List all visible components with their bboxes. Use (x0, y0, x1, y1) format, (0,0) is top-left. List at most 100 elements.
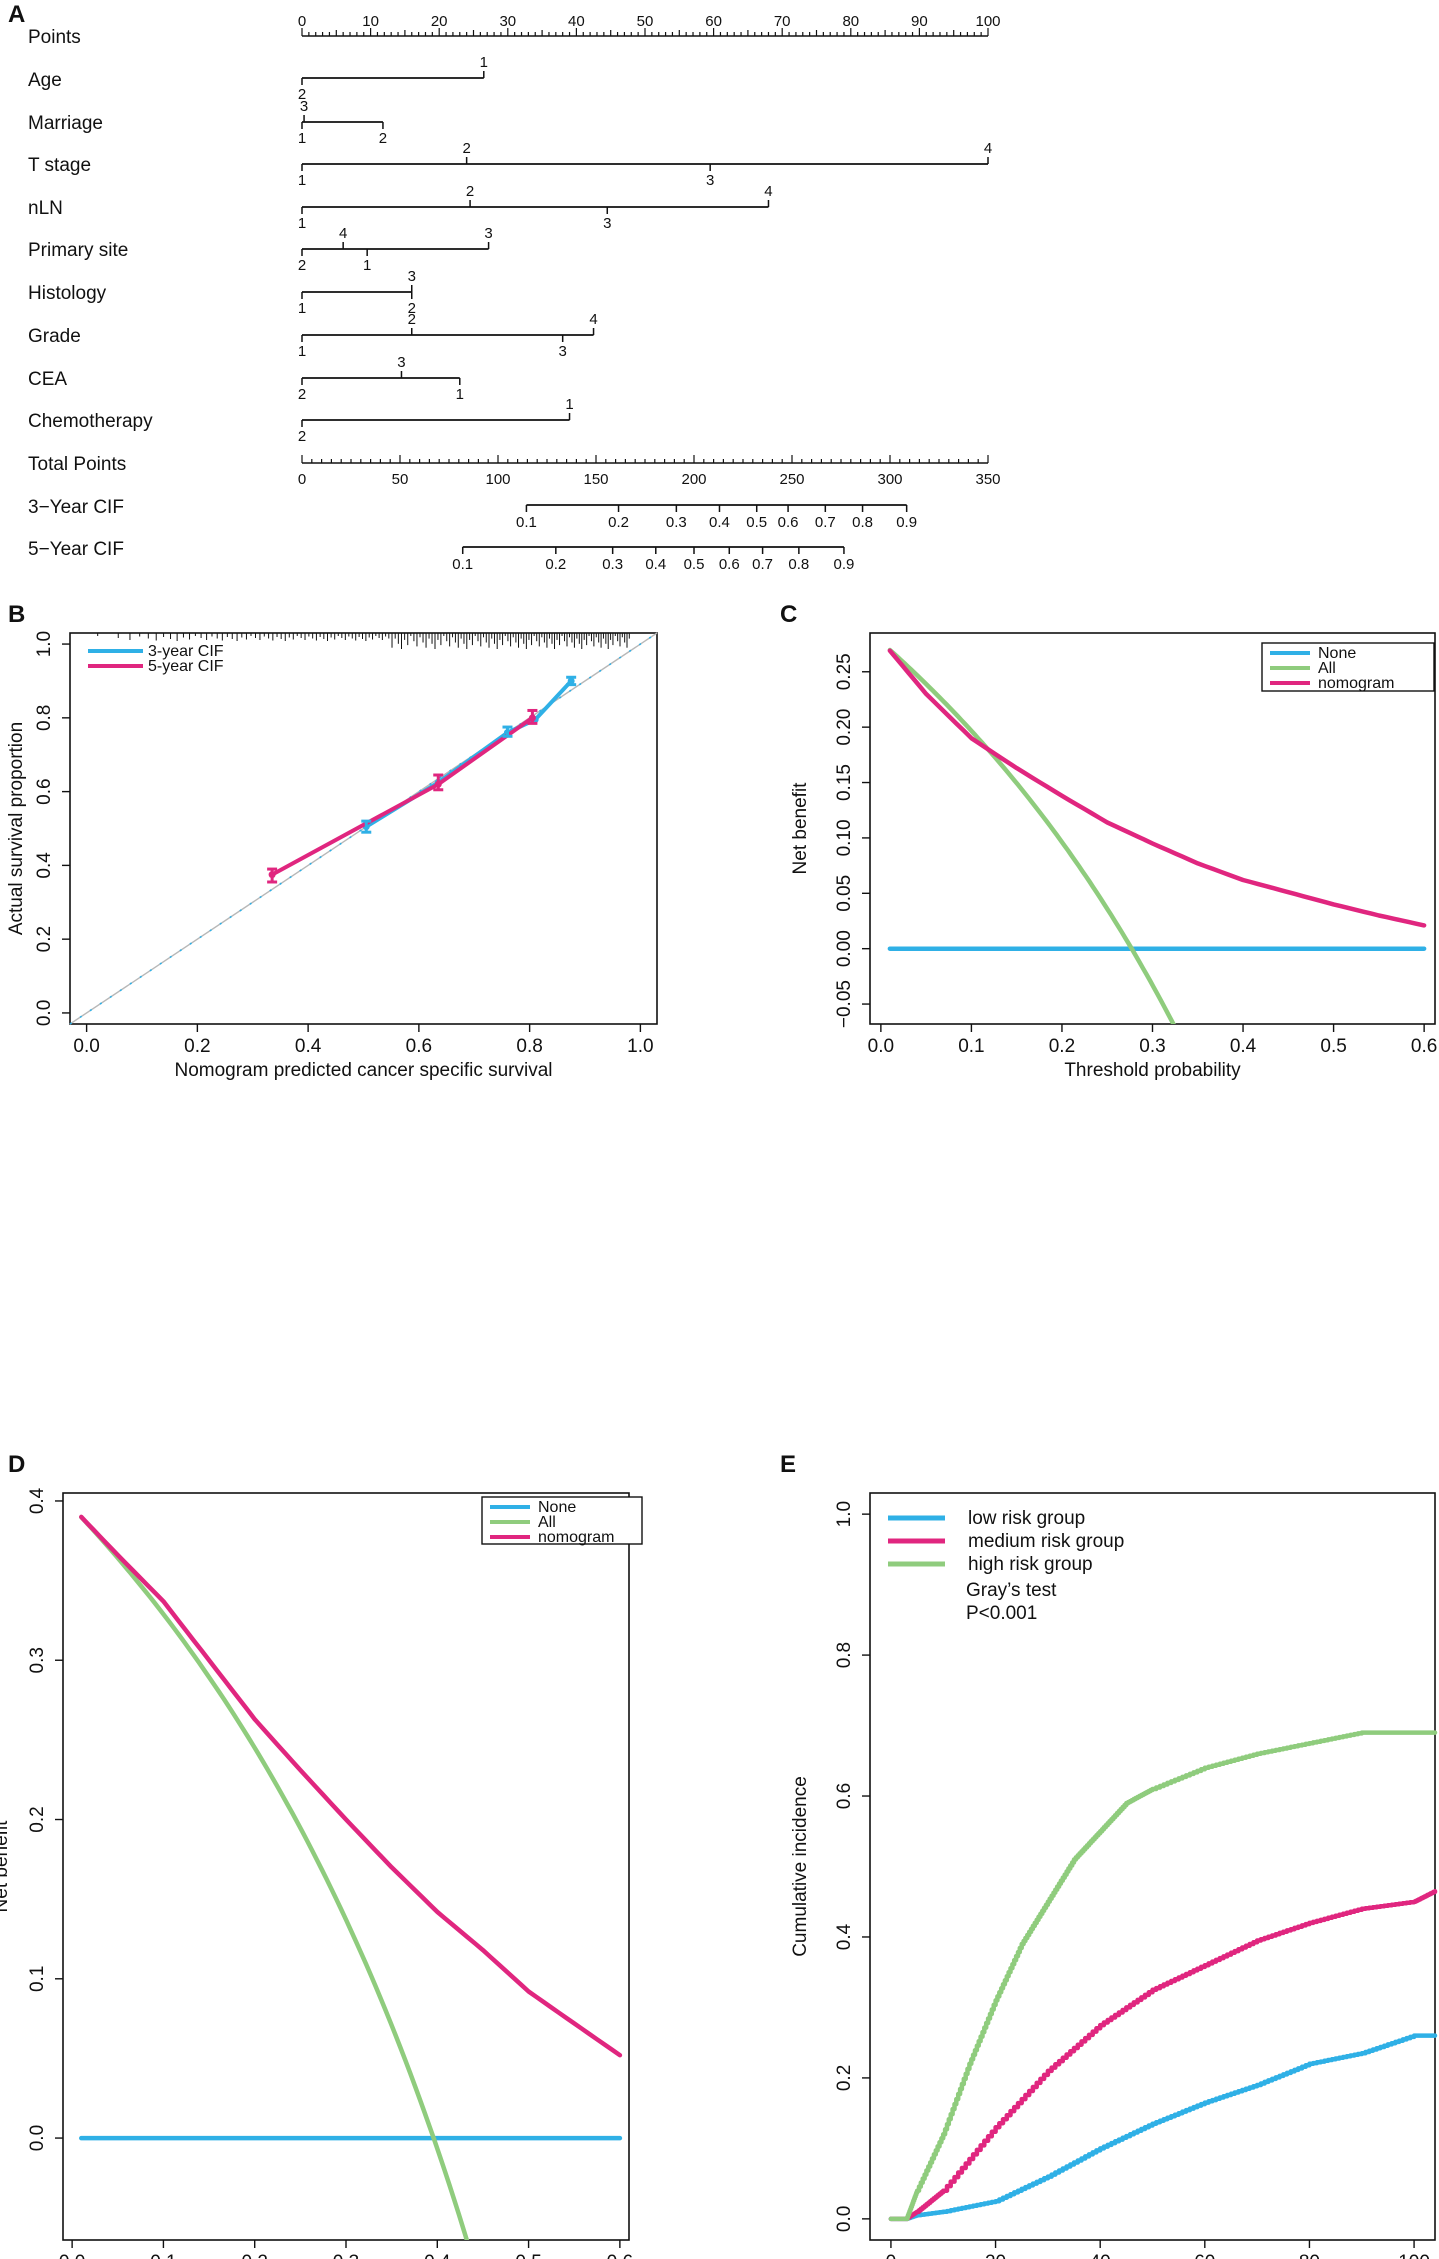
factor-level-label: 2 (379, 130, 387, 147)
y-tick-label: 0.6 (834, 1783, 855, 1809)
row-label-5-year-cif: 5−Year CIF (28, 539, 124, 560)
scale-tick-label: 350 (975, 471, 1000, 488)
panel-label-c: C (780, 601, 797, 628)
factor-level-label: 2 (408, 311, 416, 328)
factor-level-label: 3 (559, 343, 567, 360)
y-axis-title: Net benefit (790, 782, 811, 875)
factor-level-label: 1 (480, 54, 488, 71)
scale-tick-label: 300 (877, 471, 902, 488)
panel-e-cumulative-incidence: E0204060801000.00.20.40.60.81.0Follow up… (780, 1451, 1438, 2259)
prob-tick-label: 0.7 (752, 556, 773, 573)
factor-level-label: 1 (298, 215, 306, 232)
panel-label-d: D (8, 1451, 25, 1478)
prob-tick-label: 0.2 (545, 556, 566, 573)
legend-entry-nomogram: nomogram (538, 1529, 614, 1546)
legend-entry-nomogram: nomogram (1318, 675, 1394, 692)
prob-tick-label: 0.4 (645, 556, 666, 573)
prob-tick-label: 0.3 (666, 514, 687, 531)
y-tick-label: 0.8 (834, 1642, 855, 1668)
factor-level-label: 1 (456, 386, 464, 403)
factor-level-label: 4 (589, 311, 597, 328)
y-tick-label: 0.2 (27, 1806, 48, 1832)
legend-entry-none: None (1318, 645, 1356, 662)
x-tick-label: 0.6 (1411, 1036, 1437, 1057)
factor-level-label: 1 (298, 300, 306, 317)
factor-level-label: 2 (298, 86, 306, 103)
row-label-grade: Grade (28, 326, 81, 347)
x-tick-label: 0.4 (424, 2252, 451, 2259)
x-tick-label: 0.6 (406, 1036, 432, 1057)
scale-tick-label: 100 (975, 13, 1000, 30)
panel-b-calibration-plot: B 0.0 0.2 0.4 0.6 0.8 1.0 0.0 0.2 0.4 0.6 0.8 1.0 Nom… (6, 601, 658, 1081)
x-tick-label: 0.2 (241, 2252, 267, 2259)
factor-level-label: 3 (397, 354, 405, 371)
x-tick-label: 0.5 (515, 2252, 541, 2259)
prob-tick-label: 0.6 (719, 556, 740, 573)
factor-level-label: 3 (603, 215, 611, 232)
row-label-cea: CEA (28, 369, 67, 390)
scale-tick-label: 100 (485, 471, 510, 488)
scale-tick-label: 90 (911, 13, 928, 30)
x-tick-label: 0.3 (333, 2252, 359, 2259)
row-label-nln: nLN (28, 198, 63, 219)
prob-tick-label: 0.5 (684, 556, 705, 573)
scale-tick-label: 70 (774, 13, 791, 30)
scale-tick-label: 30 (499, 13, 516, 30)
y-tick-label: 0.0 (834, 2206, 855, 2232)
row-label-total-points: Total Points (28, 454, 126, 475)
factor-level-label: 4 (764, 183, 772, 200)
factor-level-label: 4 (984, 140, 992, 157)
factor-level-label: 2 (298, 386, 306, 403)
x-axis-title: Threshold probability (1064, 1060, 1241, 1081)
annotation-test-name: Gray’s test (966, 1580, 1057, 1601)
y-tick-label: 0.10 (834, 819, 855, 856)
prob-tick-label: 0.8 (788, 556, 809, 573)
plot-frame (869, 1492, 1436, 2241)
y-tick-label: 1.0 (34, 631, 55, 657)
factor-level-label: 4 (339, 225, 347, 242)
x-tick-label: 0.3 (1139, 1036, 1165, 1057)
y-tick-label: 0.8 (34, 705, 55, 731)
x-tick-label: 0.0 (59, 2252, 85, 2259)
y-tick-label: −0.05 (834, 980, 855, 1028)
x-tick-label: 20 (985, 2252, 1006, 2259)
panel-c-decision-curve: C 0.0 0.1 0.2 0.3 0.4 0.5 0.6 −0.05 0.00 0.05 0.10 0… (780, 601, 1437, 1081)
plot-frame (69, 632, 658, 1025)
scale-tick-label: 50 (392, 471, 409, 488)
factor-level-label: 2 (298, 428, 306, 445)
x-tick-label: 0.4 (1230, 1036, 1257, 1057)
panel-label-e: E (780, 1451, 796, 1478)
y-axis-title: Actual survival proportion (6, 722, 27, 935)
y-tick-label: 0.4 (27, 1487, 48, 1514)
factor-level-label: 3 (408, 268, 416, 285)
factor-level-label: 2 (408, 300, 416, 317)
row-label-histology: Histology (28, 283, 107, 304)
y-tick-label: 0.25 (834, 653, 855, 690)
row-label-primary-site: Primary site (28, 240, 128, 261)
factor-level-label: 2 (462, 140, 470, 157)
legend-entry-high-risk-group: high risk group (968, 1554, 1093, 1575)
x-tick-label: 0.5 (1320, 1036, 1346, 1057)
x-tick-label: 100 (1398, 2252, 1430, 2259)
y-tick-label: 0.2 (34, 926, 55, 952)
row-label-marriage: Marriage (28, 113, 103, 134)
x-tick-label: 0 (886, 2252, 897, 2259)
scale-tick-label: 200 (681, 471, 706, 488)
prob-tick-label: 0.8 (852, 514, 873, 531)
plot-frame (62, 1492, 630, 2241)
scale-tick-label: 10 (362, 13, 379, 30)
scale-tick-label: 150 (583, 471, 608, 488)
annotation-p-value: P<0.001 (966, 1603, 1037, 1624)
x-axis-title: Nomogram predicted cancer specific survi… (174, 1060, 552, 1081)
x-tick-label: 0.8 (516, 1036, 542, 1057)
scale-tick-label: 80 (842, 13, 859, 30)
y-axis-title: Cumulative incidence (790, 1776, 811, 1957)
x-tick-label: 0.2 (1049, 1036, 1075, 1057)
row-label-age: Age (28, 70, 62, 91)
factor-level-label: 1 (298, 343, 306, 360)
row-label-3-year-cif: 3−Year CIF (28, 497, 124, 518)
plot-area (79, 1514, 623, 2240)
y-tick-label: 0.0 (27, 2125, 48, 2151)
